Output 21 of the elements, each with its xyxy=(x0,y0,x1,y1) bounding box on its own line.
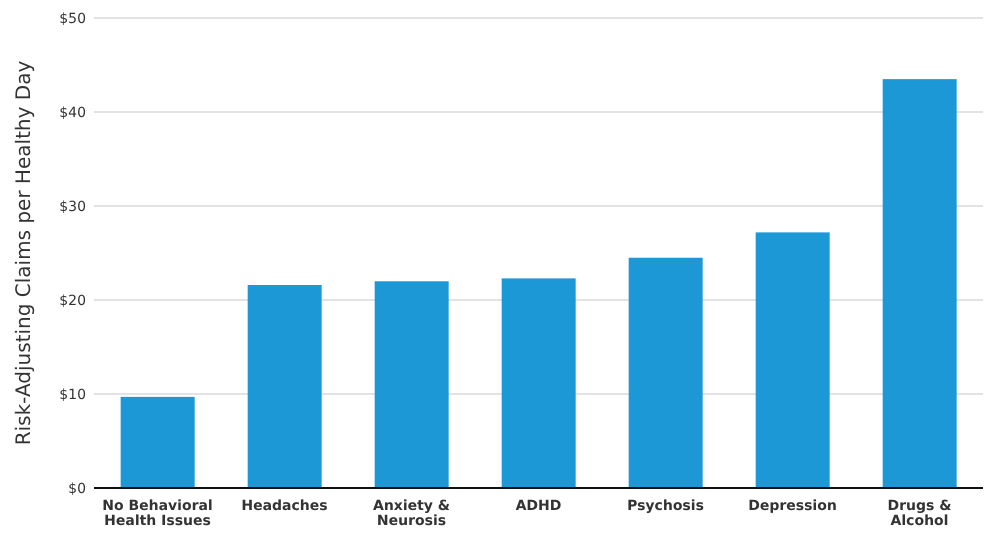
y-tick-label: $20 xyxy=(59,292,86,309)
bar xyxy=(374,281,449,488)
y-tick-label: $50 xyxy=(59,10,86,27)
bar xyxy=(248,284,322,488)
y-axis-title: Risk-Adjusting Claims per Healthy Day xyxy=(11,60,36,446)
x-tick-label: No Behavioral Health Issues xyxy=(102,498,213,529)
x-tick-label: Psychosis xyxy=(627,498,704,514)
bar xyxy=(756,232,830,488)
x-tick-label: Headaches xyxy=(241,498,328,514)
x-tick-label: Anxiety & Neurosis xyxy=(372,498,450,529)
bar xyxy=(882,79,957,488)
x-tick-label: Drugs & Alcohol xyxy=(888,498,952,529)
bar xyxy=(120,396,195,488)
y-tick-label: $0 xyxy=(68,480,86,497)
x-tick-label: ADHD xyxy=(516,498,562,514)
bar xyxy=(628,258,703,488)
bar xyxy=(502,278,576,488)
y-tick-label: $30 xyxy=(59,198,86,215)
y-tick-label: $10 xyxy=(59,386,86,403)
y-tick-label: $40 xyxy=(59,104,86,121)
x-tick-label: Depression xyxy=(748,498,837,514)
